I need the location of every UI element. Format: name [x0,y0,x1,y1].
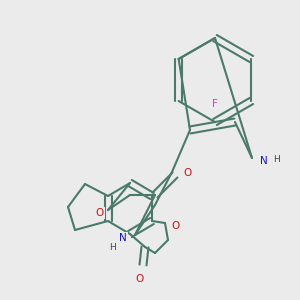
Text: N: N [260,156,268,166]
Text: O: O [171,221,179,231]
Text: H: H [110,242,116,251]
Text: H: H [274,155,280,164]
Text: O: O [135,274,143,284]
Text: N: N [119,233,127,243]
Text: O: O [96,208,104,218]
Text: F: F [212,99,218,109]
Text: O: O [183,168,191,178]
